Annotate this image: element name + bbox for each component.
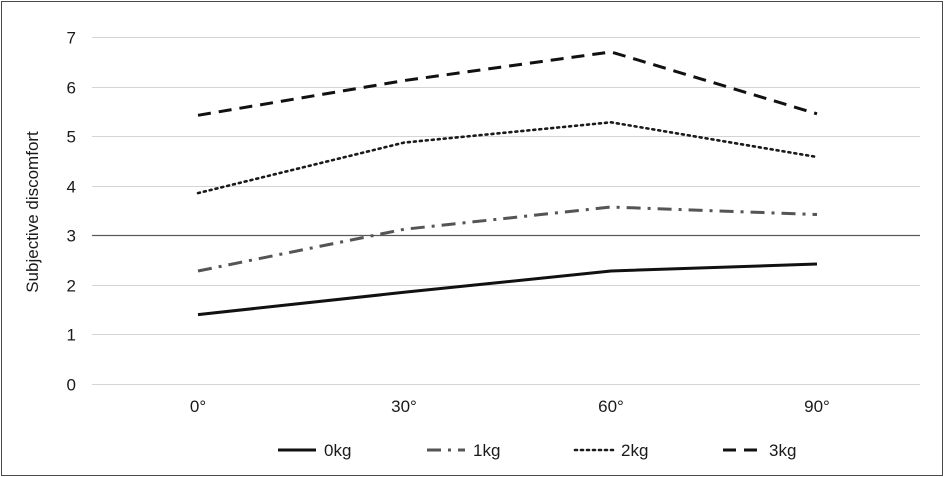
- legend-label-0kg: 0kg: [324, 441, 351, 460]
- y-axis-title: Subjective discomfort: [23, 131, 42, 293]
- legend-label-2kg: 2kg: [621, 441, 648, 460]
- x-axis-ticks: 0° 30° 60° 90°: [190, 397, 830, 416]
- series-line-1kg: [197, 205, 818, 273]
- series-line-2kg: [196, 121, 819, 195]
- y-tick-label-0: 0: [67, 376, 76, 395]
- y-tick-label-1: 1: [67, 326, 76, 345]
- gridlines: [92, 37, 920, 385]
- x-tick-label-0: 0°: [190, 397, 206, 416]
- y-tick-label-3: 3: [67, 227, 76, 246]
- series-line-3kg: [197, 50, 818, 117]
- y-tick-label-7: 7: [67, 29, 76, 48]
- series-lines: [196, 50, 819, 317]
- legend-label-1kg: 1kg: [473, 441, 500, 460]
- y-tick-label-5: 5: [67, 128, 76, 147]
- y-axis-ticks: 0 1 2 3 4 5 6 7: [67, 29, 76, 395]
- y-tick-label-2: 2: [67, 277, 76, 296]
- legend-label-3kg: 3kg: [769, 441, 796, 460]
- series-line-0kg: [197, 262, 818, 317]
- y-tick-label-6: 6: [67, 79, 76, 98]
- x-tick-label-3: 90°: [804, 397, 830, 416]
- legend: 0kg 1kg 2kg 3kg: [278, 441, 796, 460]
- x-tick-label-2: 60°: [598, 397, 624, 416]
- y-tick-label-4: 4: [67, 178, 76, 197]
- x-tick-label-1: 30°: [391, 397, 417, 416]
